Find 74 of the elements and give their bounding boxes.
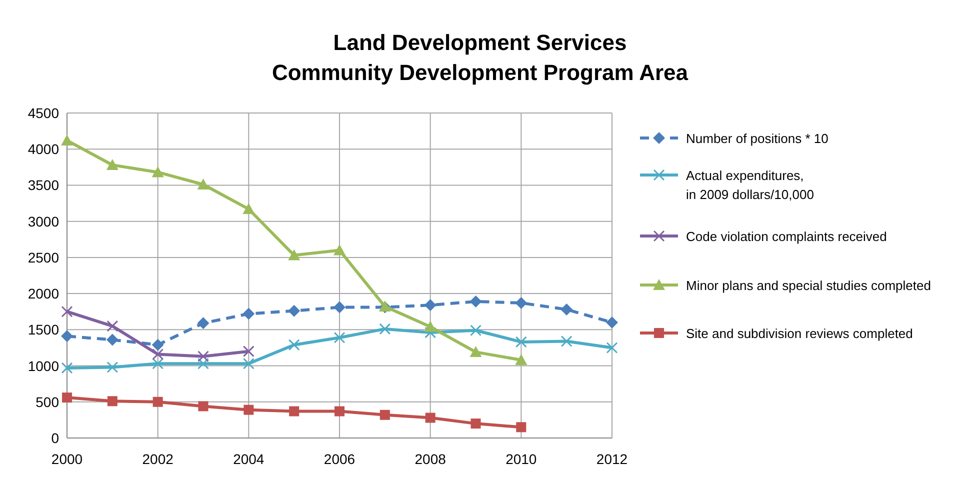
point [288,249,300,260]
point [334,406,344,416]
point [152,396,163,407]
point [106,159,118,170]
x-tick-label: 2008 [414,451,446,467]
y-tick-label: 1500 [28,322,60,338]
legend-label: Minor plans and special studies completed [686,278,931,293]
point [198,358,209,370]
point [244,404,254,415]
point [61,362,73,374]
point [560,335,572,347]
point [61,134,73,146]
y-tick-label: 3000 [28,213,60,230]
point [106,334,118,346]
point [198,401,208,412]
y-tick-label: 0 [51,430,60,446]
point [198,350,209,362]
point [107,396,118,406]
y-tick-label: 2500 [28,249,60,266]
point [560,303,573,316]
point [61,330,73,342]
x-tick-label: 2010 [506,451,537,467]
point [424,299,436,312]
point [242,358,254,370]
point [289,406,300,416]
chart-title: Land Development Services Community Development Program Area [272,30,689,85]
point [242,308,255,320]
y-tick-label: 4000 [28,141,60,158]
point [380,410,390,420]
x-tick-label: 2006 [324,451,356,467]
point [152,348,164,360]
y-tick-label: 2000 [28,286,60,302]
point [515,296,528,309]
y-tick-label: 4500 [28,105,60,121]
point [197,317,210,330]
point [470,296,482,308]
legend-label: Code violation complaints received [686,229,887,244]
x-tick-label: 2000 [51,451,83,467]
y-tick-label: 3500 [28,177,60,194]
point [152,166,164,178]
point [516,422,526,432]
point [152,338,164,351]
point [606,316,618,328]
legend-label: Actual expenditures, in 2009 dollars/10,000 [686,168,814,202]
point [106,361,118,373]
point [288,304,300,317]
point [242,346,254,358]
point [470,346,482,358]
point [242,203,255,214]
point [424,326,436,338]
point [606,342,618,354]
point [106,320,118,332]
point [424,320,436,332]
point [379,323,391,335]
x-tick-label: 2012 [596,451,628,467]
point [334,301,346,314]
y-tick-label: 1000 [28,358,60,374]
legend-label: Site and subdivision reviews completed [686,326,913,341]
y-tick-label: 500 [36,394,60,410]
point [515,354,528,365]
point [515,336,527,348]
point [425,412,436,423]
x-tick-label: 2004 [233,451,264,467]
point [197,178,210,190]
point [152,358,164,370]
x-tick-label: 2002 [142,451,174,467]
legend-label: Number of positions * 10 [686,131,828,146]
point [334,244,346,256]
point [334,332,346,344]
point [470,418,481,429]
point [62,392,72,403]
point [61,306,73,318]
point [288,339,300,351]
point [470,324,482,336]
